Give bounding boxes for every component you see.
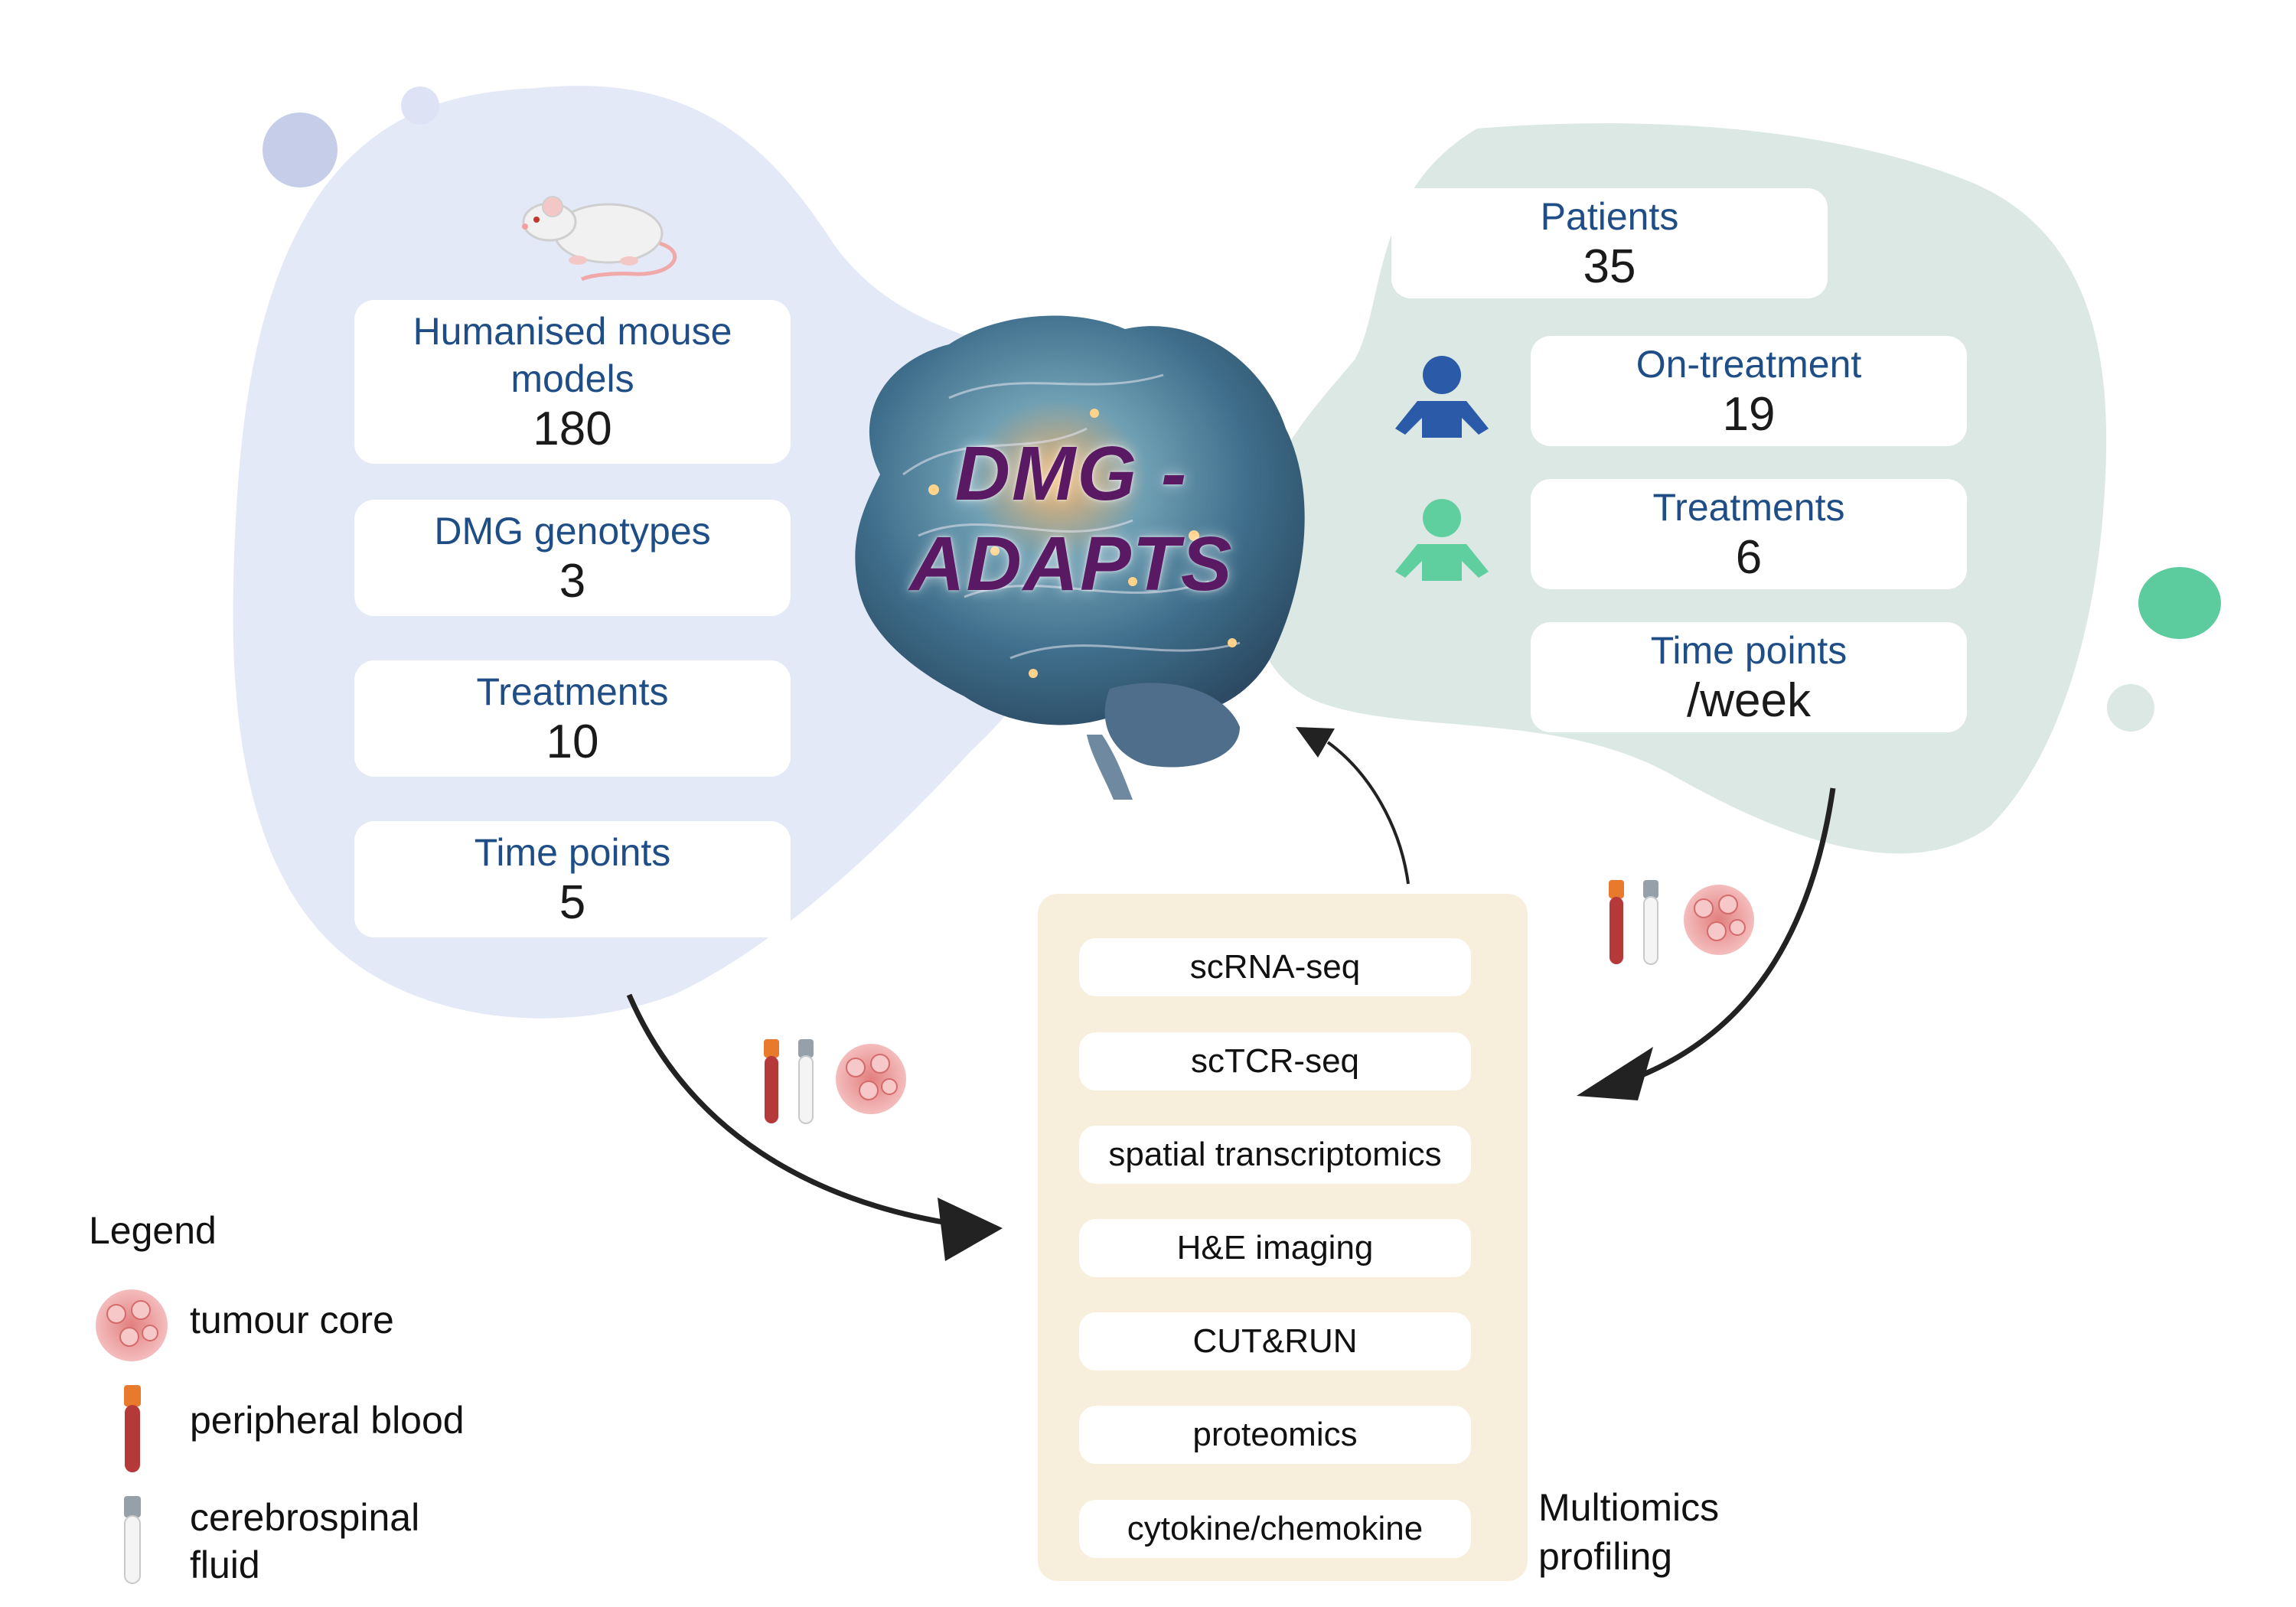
patient-treatments-card: Treatments 6 <box>1531 479 1967 589</box>
legend-title: Legend <box>89 1209 217 1252</box>
decorative-bubble-green <box>2138 567 2221 639</box>
card-value: 5 <box>559 876 586 929</box>
card-label: Treatments <box>476 670 669 713</box>
card-label: Humanised mouse models <box>413 310 732 400</box>
patients-card: Patients 35 <box>1391 188 1828 298</box>
card-label: On-treatment <box>1636 343 1862 386</box>
omics-item-scrna-seq: scRNA-seq <box>1079 938 1471 996</box>
arrow-multiomics-to-brain <box>1296 727 1410 885</box>
card-value: 3 <box>559 555 586 608</box>
project-title-line2: ADAPTS <box>909 521 1234 607</box>
sample-icons-mouse <box>764 1039 906 1124</box>
decorative-bubble-large <box>263 112 338 187</box>
card-value: 6 <box>1735 531 1763 584</box>
card-label: Treatments <box>1652 486 1845 529</box>
omics-item-cut-and-run: CUT&RUN <box>1079 1312 1471 1371</box>
cerebrospinal-fluid-icon <box>124 1496 141 1584</box>
card-value: /week <box>1687 674 1811 727</box>
omics-item-spatial-transcriptomics: spatial transcriptomics <box>1079 1126 1471 1184</box>
legend-peripheral-blood-label: peripheral blood <box>190 1399 465 1442</box>
card-label: Patients <box>1540 195 1679 238</box>
project-title-line1: DMG - <box>954 431 1189 517</box>
multiomics-caption-line1: Multiomics <box>1538 1486 1720 1529</box>
decorative-bubble-grey <box>2107 684 2154 732</box>
person-icon-green <box>1395 499 1489 581</box>
mouse-treatments-card: Treatments 10 <box>354 660 791 777</box>
card-label: Time points <box>1650 629 1848 672</box>
tumour-core-icon <box>96 1289 168 1361</box>
card-value: 35 <box>1583 240 1636 293</box>
card-label: DMG genotypes <box>434 510 711 553</box>
omics-item-proteomics: proteomics <box>1079 1406 1471 1464</box>
legend-tumour-core-label: tumour core <box>190 1299 394 1341</box>
multiomics-caption: Multiomics profiling <box>1538 1483 1719 1581</box>
card-value: 10 <box>546 715 599 768</box>
brain-illustration <box>855 315 1305 800</box>
arrow-patient-to-multiomics <box>1577 787 1836 1100</box>
decorative-bubble-small <box>401 86 439 125</box>
dmg-genotypes-card: DMG genotypes 3 <box>354 500 791 616</box>
patient-time-points-card: Time points /week <box>1531 622 1967 732</box>
multiomics-caption-line2: profiling <box>1538 1535 1673 1578</box>
arrow-mouse-to-multiomics <box>626 993 1003 1261</box>
person-icon-blue <box>1395 356 1489 438</box>
mouse-time-points-card: Time points 5 <box>354 821 791 937</box>
peripheral-blood-icon <box>124 1385 141 1472</box>
project-title: DMG - ADAPTS <box>857 429 1286 609</box>
omics-item-he-imaging: H&E imaging <box>1079 1219 1471 1277</box>
mouse-illustration <box>522 196 677 282</box>
mouse-models-card: Humanised mouse models 180 <box>354 300 791 464</box>
legend-csf-line1: cerebrospinal <box>190 1496 420 1539</box>
on-treatment-card: On-treatment 19 <box>1531 336 1967 446</box>
legend-csf-label: cerebrospinal fluid <box>190 1494 419 1589</box>
card-value: 19 <box>1722 388 1776 441</box>
card-label: Time points <box>474 831 671 874</box>
omics-item-sctcr-seq: scTCR-seq <box>1079 1032 1471 1090</box>
legend-csf-line2: fluid <box>190 1543 260 1586</box>
card-value: 180 <box>533 403 612 455</box>
sample-icons-patient <box>1609 880 1754 965</box>
omics-item-cytokine-chemokine: cytokine/chemokine <box>1079 1500 1471 1558</box>
